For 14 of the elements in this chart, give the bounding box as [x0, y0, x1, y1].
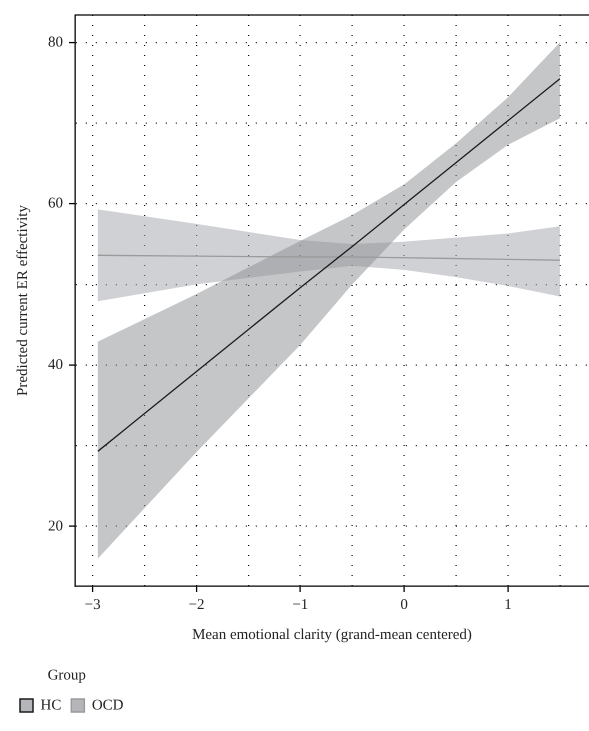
- x-tick-label: −2: [188, 596, 204, 613]
- y-tick-label: 60: [48, 196, 63, 212]
- x-axis-title: Mean emotional clarity (grand-mean centered): [192, 626, 472, 643]
- x-tick-label: 1: [504, 596, 512, 613]
- y-tick-label: 40: [48, 356, 63, 373]
- x-tick-label: −1: [292, 596, 308, 613]
- x-tick-label: 0: [400, 596, 408, 613]
- y-axis-title: Predicted current ER effectivity: [14, 204, 31, 396]
- legend-label: OCD: [92, 697, 124, 714]
- y-tick-label: 80: [48, 34, 63, 50]
- legend-title: Group: [48, 667, 86, 684]
- y-tick-label: 20: [48, 518, 63, 534]
- x-tick-label: −3: [84, 596, 101, 613]
- legend-label: HC: [40, 697, 62, 714]
